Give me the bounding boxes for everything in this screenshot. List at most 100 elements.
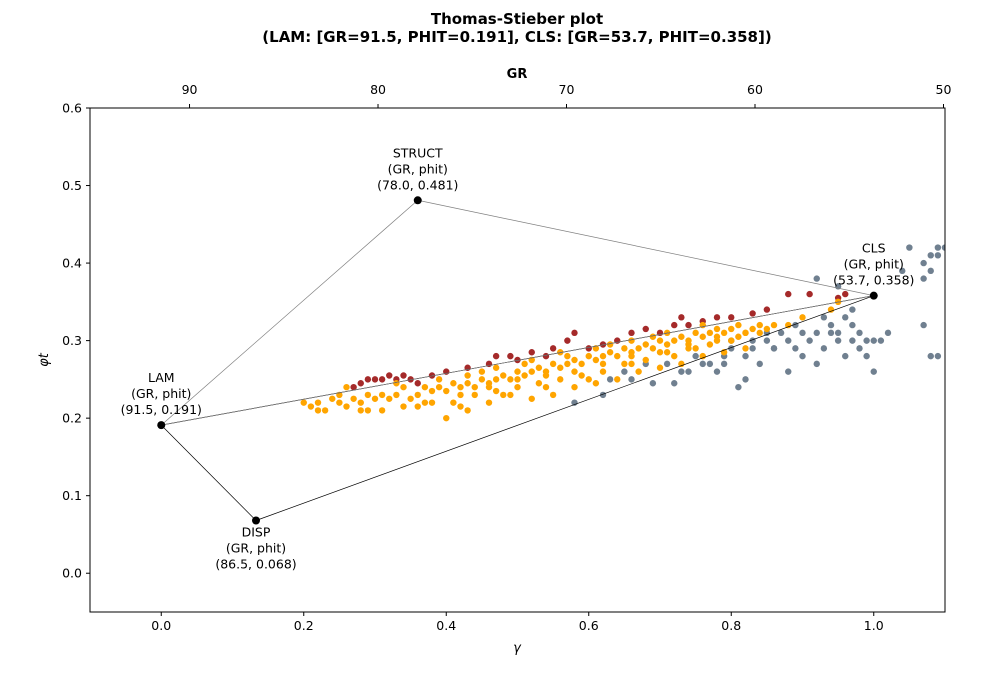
endpoint-marker-cls — [869, 291, 878, 300]
scatter-point — [621, 368, 628, 375]
scatter-point — [842, 290, 849, 298]
scatter-point — [350, 383, 357, 391]
scatter-point — [834, 337, 842, 344]
top-tick-label: 60 — [747, 82, 763, 97]
scatter-point — [849, 306, 856, 313]
scatter-point — [307, 403, 315, 410]
endpoint-label-lam: LAM — [148, 370, 175, 385]
x-tick-label: 0.6 — [579, 618, 599, 633]
scatter-point — [728, 337, 735, 344]
scatter-point — [478, 368, 486, 375]
endpoint-label-lam: (91.5, 0.191) — [121, 402, 202, 417]
scatter-point — [927, 352, 934, 360]
scatter-point — [414, 380, 421, 387]
scatter-point — [364, 376, 372, 383]
scatter-point — [300, 399, 307, 406]
x-tick-label: 0.8 — [721, 618, 741, 633]
scatter-point — [720, 360, 728, 368]
scatter-point — [428, 399, 436, 406]
scatter-point — [628, 376, 635, 383]
scatter-point — [785, 368, 792, 375]
scatter-point — [492, 352, 500, 360]
scatter-point — [849, 337, 856, 344]
scatter-point — [663, 341, 671, 348]
scatter-point — [941, 244, 945, 251]
scatter-point — [500, 391, 507, 399]
scatter-point — [642, 341, 649, 348]
scatter-point — [735, 383, 742, 391]
scatter-point — [728, 314, 735, 321]
chart-title-line1: Thomas-Stieber plot — [431, 10, 603, 28]
scatter-point — [628, 329, 635, 337]
scatter-point — [414, 403, 421, 410]
scatter-point — [457, 391, 464, 399]
scatter-point — [671, 321, 678, 329]
endpoint-label-struct: (GR, phit) — [388, 161, 448, 176]
scatter-point — [792, 345, 799, 352]
x-tick-label: 0.2 — [294, 618, 314, 633]
scatter-point — [435, 376, 443, 383]
scatter-point — [920, 275, 927, 282]
triangle-edge — [161, 200, 418, 426]
scatter-point — [614, 352, 621, 360]
scatter-point — [827, 306, 835, 313]
scatter-point — [500, 372, 507, 379]
scatter-point — [414, 391, 421, 399]
scatter-point — [642, 356, 649, 364]
scatter-point — [386, 395, 393, 402]
scatter-point — [542, 352, 550, 360]
scatter-point — [777, 329, 785, 337]
scatter-point — [720, 329, 728, 337]
scatter-point — [421, 383, 429, 391]
scatter-point — [393, 380, 400, 387]
scatter-point — [870, 337, 877, 344]
scatter-point — [514, 376, 521, 383]
y-tick-label: 0.6 — [62, 101, 82, 116]
scatter-point — [549, 391, 557, 399]
scatter-point — [578, 360, 585, 368]
scatter-point — [321, 407, 329, 414]
scatter-point — [443, 414, 450, 422]
scatter-point — [735, 333, 742, 340]
plot-frame — [89, 107, 946, 613]
scatter-point — [699, 352, 706, 360]
scatter-point — [799, 352, 806, 360]
scatter-point — [663, 360, 671, 368]
x-tick-label: 0.0 — [151, 618, 171, 633]
scatter-point — [557, 364, 564, 371]
scatter-point — [920, 259, 927, 267]
scatter-point — [920, 321, 927, 329]
scatter-point — [806, 290, 813, 298]
scatter-point — [428, 387, 436, 395]
scatter-point — [400, 372, 407, 379]
scatter-point — [450, 380, 457, 387]
endpoint-label-cls: (GR, phit) — [844, 257, 904, 272]
scatter-point — [870, 368, 877, 375]
scatter-point — [649, 345, 657, 352]
scatter-point — [592, 356, 600, 364]
scatter-point — [820, 314, 828, 321]
scatter-point — [699, 360, 706, 368]
scatter-point — [628, 352, 635, 360]
scatter-point — [770, 321, 778, 329]
scatter-point — [464, 407, 471, 414]
scatter-point — [671, 352, 678, 360]
scatter-point — [564, 352, 571, 360]
scatter-point — [813, 275, 820, 282]
scatter-point — [450, 399, 457, 406]
scatter-point — [578, 372, 585, 379]
scatter-point — [471, 391, 478, 399]
scatter-point — [400, 383, 407, 391]
scatter-point — [599, 341, 607, 348]
y-tick-label: 0.4 — [62, 256, 82, 271]
scatter-point — [656, 349, 664, 356]
scatter-point — [492, 376, 500, 383]
scatter-point — [756, 329, 763, 337]
scatter-point — [678, 368, 685, 375]
scatter-point — [514, 368, 521, 375]
scatter-point — [507, 352, 514, 360]
scatter-point — [329, 395, 336, 402]
chart-title-line2: (LAM: [GR=91.5, PHIT=0.191], CLS: [GR=53… — [262, 28, 771, 46]
scatter-point — [435, 383, 443, 391]
scatter-point — [678, 360, 685, 368]
